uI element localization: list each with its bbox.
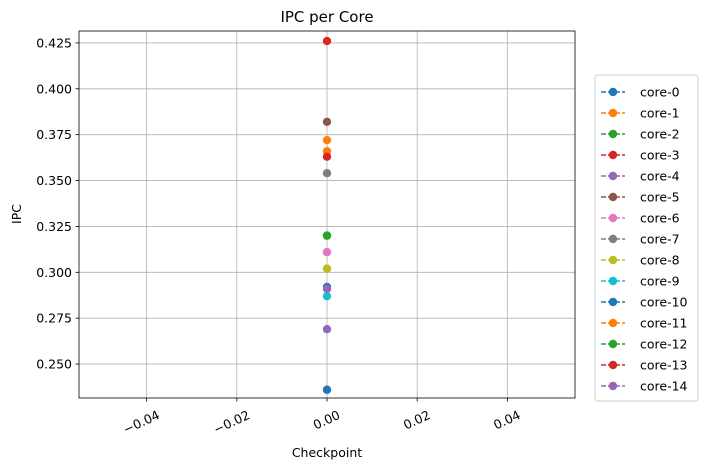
legend-label: core-8 (640, 253, 680, 268)
data-point-core-9 (322, 291, 332, 301)
data-point-core-14 (322, 284, 332, 294)
data-points (322, 36, 332, 394)
legend-item-core-14: core-14 (601, 379, 688, 394)
legend-label: core-7 (640, 232, 680, 247)
legend-item-core-3: core-3 (601, 148, 680, 163)
legend-marker (608, 255, 618, 265)
legend-item-core-12: core-12 (601, 337, 688, 352)
data-point-core-4 (322, 324, 332, 334)
legend-label: core-1 (640, 106, 680, 121)
legend-item-core-9: core-9 (601, 274, 680, 289)
y-tick-label: 0.325 (36, 219, 72, 234)
legend-marker (608, 381, 618, 391)
y-axis-ticks: 0.250 0.275 0.300 0.325 0.350 0.375 0.400 0.425 (36, 35, 79, 372)
y-tick-label: 0.425 (36, 35, 72, 50)
y-tick-label: 0.250 (36, 357, 72, 372)
data-point-core-3 (322, 152, 332, 161)
data-point-core-8 (322, 264, 332, 273)
y-tick-label: 0.275 (36, 311, 72, 326)
legend-marker (608, 213, 618, 223)
legend-label: core-14 (640, 379, 688, 394)
legend-marker (608, 108, 618, 118)
legend-label: core-3 (640, 148, 680, 163)
legend-label: core-9 (640, 274, 680, 289)
data-point-core-6 (322, 247, 332, 257)
legend: core-0 core-1 core-2 core-3 core-4 core-5 core… (594, 74, 699, 402)
data-point-core-12 (322, 231, 332, 240)
legend-label: core-5 (640, 190, 680, 205)
data-point-core-5 (322, 117, 332, 127)
grid (79, 31, 575, 398)
legend-label: core-6 (640, 211, 680, 226)
legend-label: core-2 (640, 127, 680, 142)
legend-marker (608, 276, 618, 286)
legend-marker (608, 171, 618, 181)
legend-marker (608, 87, 618, 97)
x-axis-title: Checkpoint (292, 445, 362, 460)
legend-marker (608, 318, 618, 328)
legend-marker (608, 360, 618, 370)
data-point-core-7 (322, 169, 332, 178)
legend-item-core-2: core-2 (601, 127, 680, 142)
legend-item-core-8: core-8 (601, 253, 680, 268)
legend-label: core-10 (640, 295, 688, 310)
data-point-core-11 (322, 135, 332, 145)
legend-item-core-7: core-7 (601, 232, 680, 247)
legend-label: core-0 (640, 85, 680, 100)
legend-frame (594, 74, 699, 402)
legend-item-core-10: core-10 (601, 295, 688, 310)
legend-marker (608, 297, 618, 307)
legend-item-core-5: core-5 (601, 190, 680, 205)
legend-label: core-12 (640, 337, 688, 352)
plot-frame (78, 30, 576, 399)
data-point-core-0 (322, 385, 332, 394)
data-point-core-13 (322, 36, 332, 46)
y-tick-label: 0.400 (36, 81, 72, 96)
legend-item-core-11: core-11 (601, 316, 688, 331)
legend-item-core-6: core-6 (601, 211, 680, 226)
y-tick-label: 0.350 (36, 173, 72, 188)
chart-title: IPC per Core (280, 8, 373, 26)
y-tick-label: 0.375 (36, 127, 72, 142)
y-tick-label: 0.300 (36, 265, 72, 280)
y-axis-title: IPC (9, 204, 24, 224)
legend-marker (608, 192, 618, 202)
legend-marker (608, 339, 618, 349)
legend-marker (608, 129, 618, 139)
legend-label: core-4 (640, 169, 680, 184)
legend-marker (608, 150, 618, 160)
legend-item-core-1: core-1 (601, 106, 680, 121)
legend-label: core-11 (640, 316, 688, 331)
legend-item-core-0: core-0 (601, 85, 680, 100)
legend-marker (608, 234, 618, 244)
legend-label: core-13 (640, 358, 688, 373)
legend-item-core-4: core-4 (601, 169, 680, 184)
legend-item-core-13: core-13 (601, 358, 688, 373)
